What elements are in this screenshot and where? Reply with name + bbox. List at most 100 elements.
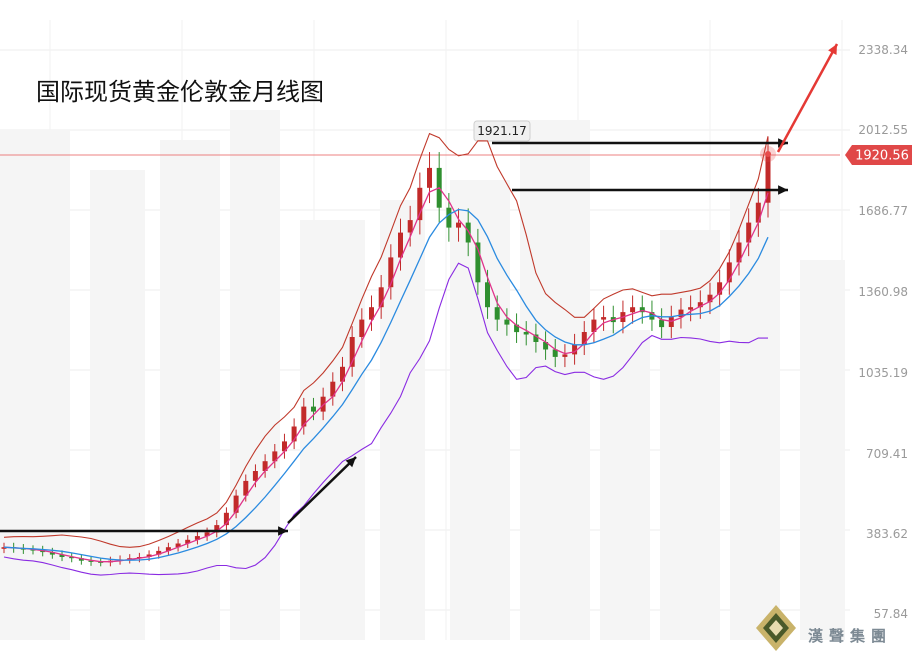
candle-body (156, 550, 162, 555)
watermark-building (160, 140, 220, 640)
candle-body (340, 366, 345, 382)
candle-body (252, 471, 258, 481)
watermark-building (660, 230, 720, 640)
watermark-building (600, 330, 650, 640)
candle-body (272, 451, 278, 462)
watermark-building (90, 170, 145, 640)
peak-tag: 1921.17 (473, 120, 531, 142)
candle-body (301, 406, 307, 427)
candle-body (475, 242, 481, 283)
y-tick-label: 1035.19 (858, 366, 908, 380)
candle-body (765, 153, 771, 203)
brand-name: 漢聲集團 (808, 627, 892, 645)
candle-body (59, 554, 65, 557)
arrow-rise (287, 456, 357, 524)
candle-body (243, 480, 249, 496)
upper-band-line (3, 132, 769, 548)
candle-body (533, 334, 539, 342)
candle-body (282, 441, 287, 452)
candle-body (504, 319, 510, 325)
candle-body (194, 536, 200, 540)
candle-body (378, 287, 384, 308)
candle-body (49, 552, 55, 555)
candle-body (311, 406, 316, 412)
candle-body (514, 324, 520, 333)
candle-body (388, 257, 394, 288)
candle-body (78, 558, 84, 561)
watermark-building (800, 260, 845, 640)
y-tick-label: 57.84 (874, 607, 908, 621)
candle-body (601, 317, 607, 320)
candle-body (591, 319, 597, 332)
moving-averages (3, 186, 769, 563)
watermark-building (0, 130, 70, 640)
arrow-target-head (828, 44, 837, 55)
candle-body (330, 381, 336, 397)
candle-body (359, 319, 365, 337)
watermark-building (230, 110, 280, 640)
candle-body (755, 202, 761, 223)
candle-body (523, 332, 529, 335)
candle-body (427, 167, 432, 188)
candle-body (630, 307, 636, 313)
candle-body (726, 262, 732, 283)
candle-body (552, 349, 558, 357)
peak-label: 1921.17 (477, 124, 527, 138)
y-tick-label: 2338.34 (858, 43, 908, 57)
watermark-building (300, 220, 365, 640)
candle-body (465, 222, 471, 243)
candle-body (204, 532, 210, 537)
candle-body (668, 317, 674, 327)
candle-body (485, 282, 490, 308)
y-tick-label: 1686.77 (858, 204, 908, 218)
watermark-building (520, 120, 590, 640)
candle-body (417, 187, 423, 221)
candle-body (678, 309, 684, 318)
background-watermark (0, 110, 845, 640)
arrow-target (776, 43, 839, 153)
candle-body (223, 512, 229, 526)
watermark-building (730, 190, 780, 640)
candle-body (659, 319, 665, 328)
candle-body (456, 222, 461, 228)
candle-body (707, 294, 713, 303)
bollinger-bands (3, 132, 769, 576)
candle-body (717, 282, 723, 295)
candle-body (69, 557, 75, 559)
brand-logo: 漢聲集團 (756, 605, 892, 651)
candle-body (233, 495, 239, 513)
candle-body (562, 354, 568, 357)
candle-body (349, 337, 355, 367)
candle-body (581, 332, 587, 345)
candle-body (543, 342, 549, 350)
watermark-building (380, 200, 425, 640)
candle-body (214, 525, 220, 533)
candle-body (736, 242, 742, 263)
candle-body (262, 461, 268, 471)
candle-body (185, 539, 191, 544)
y-axis-ticks: 2338.34 2012.55 1686.77 1360.98 1035.19 709.4… (858, 43, 908, 621)
chart-title: 国际现货黄金伦敦金月线图 (36, 78, 324, 106)
current-price-tag: 1920.56 (845, 145, 912, 165)
candle-body (746, 222, 752, 243)
candle-body (165, 547, 171, 551)
candle-body (175, 543, 181, 548)
arrow-resistance-low-head (778, 185, 788, 195)
candle-body (572, 344, 578, 355)
y-tick-label: 383.62 (866, 527, 908, 541)
lower-band-line (3, 262, 769, 576)
candle-body (446, 207, 452, 228)
candle-body (407, 220, 413, 233)
trend-arrows (0, 43, 839, 536)
ma-fast-line (3, 186, 769, 563)
current-price-label: 1920.56 (855, 149, 909, 164)
candle-body (1, 547, 7, 549)
arrow-rise-head (345, 457, 356, 468)
candle-body (639, 307, 645, 313)
candle-body (146, 554, 152, 557)
candle-body (291, 426, 297, 442)
candle-body (88, 560, 94, 562)
ma-slow-line (3, 208, 769, 561)
